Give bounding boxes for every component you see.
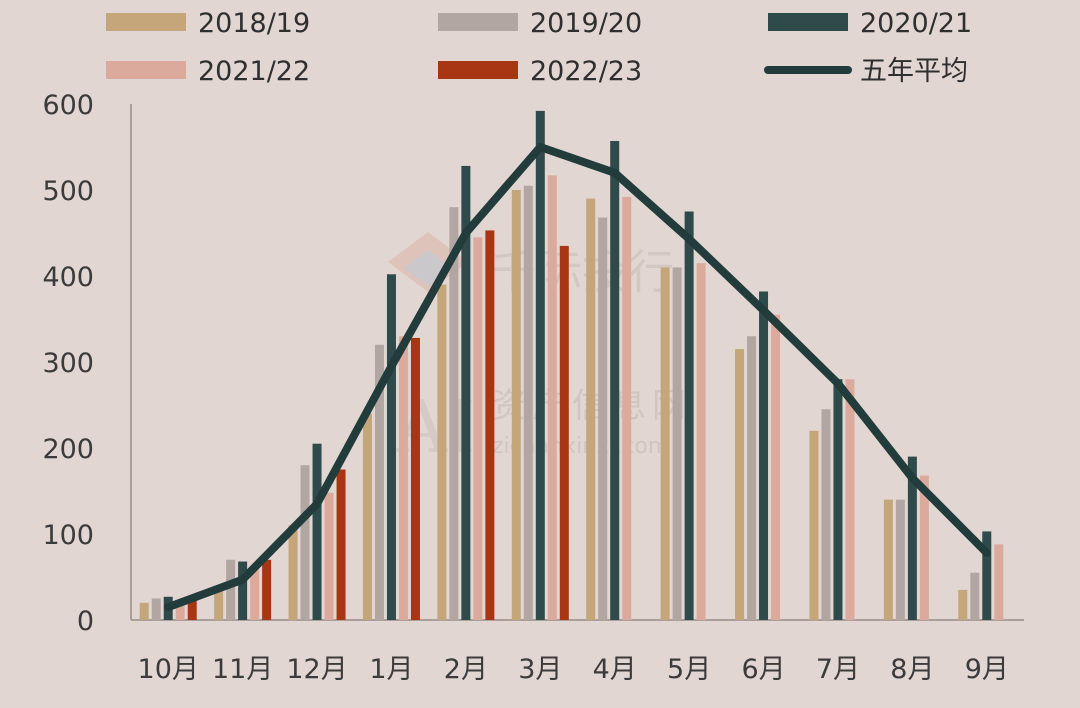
bar-2018-19	[214, 585, 224, 620]
bar-2021-22	[398, 336, 408, 620]
bar-2018-19	[883, 499, 893, 620]
bar-2019-20	[672, 267, 682, 620]
x-tick-label: 4月	[593, 654, 637, 685]
bar-2018-19	[437, 284, 447, 620]
legend-item: 2019/20	[438, 8, 642, 39]
bar-2020-21	[982, 531, 992, 620]
bar-2022-23	[262, 559, 272, 620]
y-tick-label: 500	[42, 176, 94, 207]
bar-2021-22	[696, 263, 706, 620]
bar-2021-22	[175, 601, 185, 620]
bar-2021-22	[994, 544, 1004, 620]
y-tick-label: 400	[42, 262, 94, 293]
bar-2018-19	[958, 589, 968, 620]
bar-2021-22	[250, 566, 260, 620]
bar-2020-21	[386, 274, 396, 620]
axes: 0 100 200 300 400 500 600 10月 11月 12月 1月 2月 3月 4月 5月 6月…	[42, 90, 1024, 685]
y-tick-label: 600	[42, 90, 94, 121]
bar-2019-20	[300, 465, 310, 620]
bar-2022-23	[485, 230, 495, 621]
bar-2019-20	[449, 207, 459, 620]
bars	[139, 110, 1004, 621]
legend-item: 2018/19	[106, 8, 310, 39]
bar-2021-22	[845, 379, 855, 620]
bar-2018-19	[139, 602, 149, 620]
y-tick-label: 300	[42, 348, 94, 379]
legend: 2018/19 2019/20 2020/21 2021/22 2022/23 五年平均	[106, 8, 972, 87]
bar-2020-21	[312, 443, 322, 620]
bar-2019-20	[598, 217, 608, 620]
bar-2019-20	[821, 409, 831, 620]
bar-2019-20	[895, 499, 905, 620]
legend-swatch	[438, 13, 518, 31]
legend-swatch	[106, 61, 186, 79]
bar-2020-21	[684, 211, 694, 620]
bar-2020-21	[238, 561, 248, 620]
bar-2018-19	[735, 349, 745, 620]
bar-2021-22	[622, 196, 632, 620]
x-tick-label: 12月	[286, 654, 347, 685]
bar-2019-20	[747, 336, 757, 620]
bar-2021-22	[771, 314, 781, 620]
legend-swatch	[768, 13, 848, 31]
legend-label: 2022/23	[530, 56, 642, 87]
bar-2021-22	[324, 492, 334, 620]
bar-2021-22	[473, 237, 483, 621]
x-tick-label: 10月	[138, 654, 199, 685]
legend-item: 2021/22	[106, 56, 310, 87]
x-tick-label: 5月	[667, 654, 711, 685]
legend-swatch	[438, 61, 518, 79]
bar-2019-20	[374, 344, 384, 620]
x-tick-label: 11月	[212, 654, 273, 685]
bar-2018-19	[511, 190, 521, 620]
bar-2018-19	[362, 413, 372, 620]
x-tick-label: 3月	[518, 654, 562, 685]
bar-2020-21	[759, 291, 769, 620]
legend-label: 2021/22	[198, 56, 310, 87]
legend-item: 2020/21	[768, 8, 972, 39]
bar-2019-20	[970, 572, 980, 620]
legend-label: 2020/21	[860, 8, 972, 39]
bar-2022-23	[559, 245, 569, 620]
x-tick-label: 1月	[369, 654, 413, 685]
legend-label: 五年平均	[860, 56, 968, 87]
x-tick-label: 8月	[890, 654, 934, 685]
legend-label: 2018/19	[198, 8, 310, 39]
bar-2018-19	[288, 525, 298, 620]
x-tick-label: 9月	[965, 654, 1009, 685]
legend-item: 五年平均	[764, 56, 968, 87]
bar-2018-19	[660, 267, 670, 620]
y-tick-label: 200	[42, 434, 94, 465]
bar-2020-21	[461, 165, 471, 621]
y-tick-label: 100	[42, 520, 94, 551]
bar-2020-21	[535, 110, 545, 620]
legend-swatch	[106, 13, 186, 31]
legend-item: 2022/23	[438, 56, 642, 87]
bar-2021-22	[919, 475, 929, 620]
legend-label: 2019/20	[530, 8, 642, 39]
bar-2022-23	[410, 337, 420, 620]
watermark-line3: zichanxinxi.com	[492, 434, 669, 459]
x-tick-label: 6月	[741, 654, 785, 685]
average-line	[164, 143, 991, 612]
bar-2018-19	[586, 198, 596, 620]
y-tick-label: 0	[77, 606, 94, 637]
bar-2018-19	[809, 430, 819, 620]
bar-2019-20	[151, 598, 161, 620]
x-tick-label: 2月	[444, 654, 488, 685]
bar-2019-20	[523, 185, 533, 620]
bar-2022-23	[336, 469, 346, 620]
five-year-average-line	[164, 143, 991, 612]
bar-2021-22	[547, 175, 557, 620]
bar-2020-21	[907, 456, 917, 620]
bar-2020-21	[833, 379, 843, 620]
x-tick-label: 7月	[816, 654, 860, 685]
bar-2019-20	[226, 559, 236, 620]
bar-2022-23	[187, 598, 197, 620]
bar-2020-21	[610, 140, 620, 621]
